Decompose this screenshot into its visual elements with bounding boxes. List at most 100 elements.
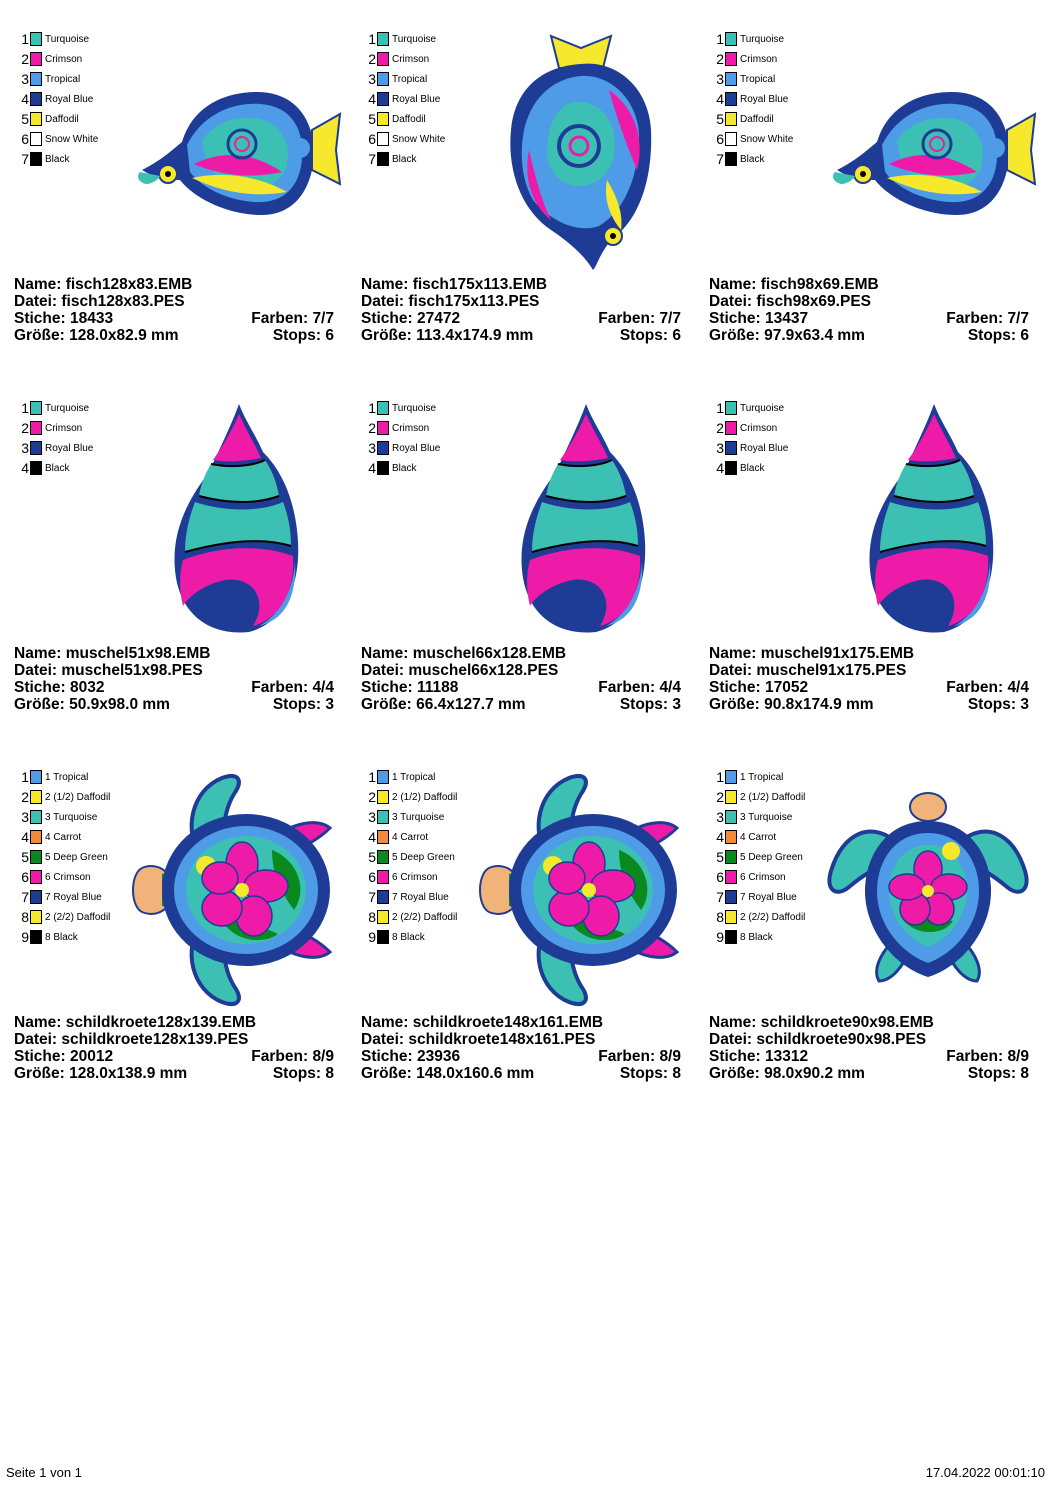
- fish-tall-embroidery-image: [499, 30, 669, 275]
- legend-row: 7 Black: [366, 149, 445, 169]
- thread-name: 2 (2/2) Daffodil: [740, 911, 806, 923]
- thread-name: 6 Crimson: [740, 871, 786, 883]
- design-file-line: Datei: schildkroete90x98.PES: [709, 1031, 927, 1048]
- thread-swatch: [30, 770, 42, 784]
- thread-name: Daffodil: [392, 113, 426, 125]
- stitch-count: 8032: [70, 679, 105, 696]
- legend-number: 3: [368, 809, 376, 825]
- design-file: fisch175x113.PES: [408, 293, 540, 310]
- design-file: schildkroete128x139.PES: [61, 1031, 249, 1048]
- design-file-line: Datei: schildkroete128x139.PES: [14, 1031, 249, 1048]
- design-name-line: Name: schildkroete90x98.EMB: [709, 1014, 934, 1031]
- color-count: 4/4: [1007, 679, 1029, 696]
- legend-row: 4 Royal Blue: [366, 89, 445, 109]
- thread-swatch: [377, 32, 389, 46]
- thread-swatch: [377, 421, 389, 435]
- stop-count-line: Stops: 6: [619, 327, 681, 344]
- stop-count-line: Stops: 6: [967, 327, 1029, 344]
- design-card: 1 Turquoise 2 Crimson 3 Tropical 4 Royal…: [709, 0, 1039, 360]
- legend-row: 5 Daffodil: [19, 109, 98, 129]
- color-count: 8/9: [659, 1048, 681, 1065]
- legend-number: 5: [368, 849, 376, 865]
- design-card: 1 Turquoise 2 Crimson 3 Royal Blue 4 Bla…: [709, 369, 1039, 729]
- stitch-count-line: Stiche: 13312: [709, 1048, 809, 1065]
- thread-name: Royal Blue: [740, 442, 789, 454]
- legend-row: 3 Royal Blue: [366, 438, 440, 458]
- legend-number: 3: [716, 71, 724, 87]
- thread-name: Black: [392, 462, 417, 474]
- legend-row: 1 Turquoise: [19, 398, 93, 418]
- stop-count: 3: [672, 696, 681, 713]
- legend-row: 2 Crimson: [366, 49, 445, 69]
- design-name-line: Name: fisch128x83.EMB: [14, 276, 193, 293]
- design-file: schildkroete148x161.PES: [408, 1031, 596, 1048]
- design-file: fisch128x83.PES: [61, 293, 185, 310]
- color-count-line: Farben: 7/7: [598, 310, 681, 327]
- stop-count-line: Stops: 8: [619, 1065, 681, 1082]
- legend-number: 9: [716, 929, 724, 945]
- legend-row: 6 Snow White: [19, 129, 98, 149]
- design-file-line: Datei: schildkroete148x161.PES: [361, 1031, 596, 1048]
- design-info: Name: muschel91x175.EMB Datei: muschel91…: [709, 645, 1029, 713]
- thread-swatch: [377, 830, 389, 844]
- thread-color-legend: 1 Turquoise 2 Crimson 3 Tropical 4 Royal…: [714, 29, 793, 169]
- stitch-count-line: Stiche: 18433: [14, 310, 114, 327]
- legend-row: 4 Black: [714, 458, 788, 478]
- thread-swatch: [30, 850, 42, 864]
- legend-number: 6: [716, 131, 724, 147]
- thread-name: Crimson: [740, 53, 778, 65]
- legend-number: 9: [368, 929, 376, 945]
- stitch-count: 20012: [70, 1048, 114, 1065]
- design-size: 148.0x160.6 mm: [416, 1065, 535, 1082]
- thread-swatch: [377, 910, 389, 924]
- thread-name: 3 Turquoise: [740, 811, 793, 823]
- thread-color-legend: 1 Turquoise 2 Crimson 3 Royal Blue 4 Bla…: [714, 398, 788, 478]
- design-name-line: Name: muschel51x98.EMB: [14, 645, 211, 662]
- stitch-count-line: Stiche: 11188: [361, 679, 459, 696]
- stitch-count: 13312: [765, 1048, 809, 1065]
- legend-row: 9 8 Black: [366, 927, 457, 947]
- thread-swatch: [30, 870, 42, 884]
- thread-swatch: [725, 441, 737, 455]
- stop-count-line: Stops: 3: [272, 696, 334, 713]
- thread-name: Turquoise: [392, 402, 437, 414]
- thread-swatch: [30, 421, 42, 435]
- design-size-line: Größe: 98.0x90.2 mm: [709, 1065, 865, 1082]
- design-name: muschel91x175.EMB: [760, 645, 915, 662]
- design-info: Name: fisch175x113.EMB Datei: fisch175x1…: [361, 276, 681, 344]
- thread-name: 2 (1/2) Daffodil: [392, 791, 458, 803]
- design-card: 1 1 Tropical 2 2 (1/2) Daffodil 3 3 Turq…: [361, 738, 691, 1098]
- thread-name: Royal Blue: [45, 442, 94, 454]
- legend-row: 7 7 Royal Blue: [19, 887, 110, 907]
- legend-number: 2: [21, 51, 29, 67]
- design-name-line: Name: schildkroete148x161.EMB: [361, 1014, 604, 1031]
- thread-swatch: [377, 132, 389, 146]
- legend-row: 2 2 (1/2) Daffodil: [19, 787, 110, 807]
- stitch-count: 17052: [765, 679, 809, 696]
- legend-row: 5 5 Deep Green: [714, 847, 805, 867]
- legend-number: 8: [21, 909, 29, 925]
- thread-color-legend: 1 1 Tropical 2 2 (1/2) Daffodil 3 3 Turq…: [714, 767, 805, 947]
- thread-swatch: [377, 810, 389, 824]
- design-name-line: Name: fisch98x69.EMB: [709, 276, 879, 293]
- stop-count: 8: [1020, 1065, 1029, 1082]
- stop-count: 6: [672, 327, 681, 344]
- color-count-line: Farben: 8/9: [946, 1048, 1029, 1065]
- stitch-count-line: Stiche: 17052: [709, 679, 809, 696]
- design-info: Name: fisch128x83.EMB Datei: fisch128x83…: [14, 276, 334, 344]
- design-size: 128.0x82.9 mm: [69, 327, 179, 344]
- legend-row: 3 Tropical: [366, 69, 445, 89]
- thread-name: 7 Royal Blue: [740, 891, 797, 903]
- design-name-line: Name: muschel91x175.EMB: [709, 645, 915, 662]
- legend-number: 1: [716, 769, 724, 785]
- legend-number: 5: [716, 849, 724, 865]
- thread-swatch: [30, 830, 42, 844]
- legend-number: 1: [368, 400, 376, 416]
- thread-name: 6 Crimson: [45, 871, 91, 883]
- stitch-count: 23936: [417, 1048, 461, 1065]
- stop-count: 3: [325, 696, 334, 713]
- legend-number: 5: [368, 111, 376, 127]
- stitch-count: 11188: [417, 679, 459, 696]
- thread-swatch: [725, 890, 737, 904]
- design-name: schildkroete128x139.EMB: [65, 1014, 257, 1031]
